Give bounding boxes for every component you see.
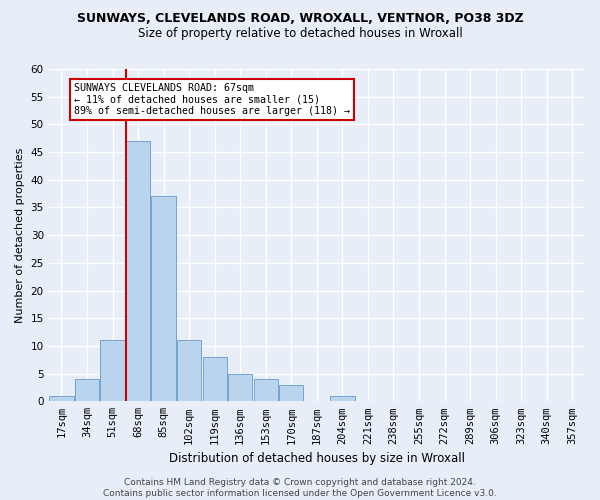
Bar (330, 396, 355, 402)
Text: Contains HM Land Registry data © Crown copyright and database right 2024.
Contai: Contains HM Land Registry data © Crown c… (103, 478, 497, 498)
Bar (279, 384, 304, 402)
Bar (49, 396, 74, 402)
Text: SUNWAYS, CLEVELANDS ROAD, WROXALL, VENTNOR, PO38 3DZ: SUNWAYS, CLEVELANDS ROAD, WROXALL, VENTN… (77, 12, 523, 26)
X-axis label: Distribution of detached houses by size in Wroxall: Distribution of detached houses by size … (169, 452, 465, 465)
Bar (75, 379, 99, 402)
Bar (151, 196, 176, 402)
Text: SUNWAYS CLEVELANDS ROAD: 67sqm
← 11% of detached houses are smaller (15)
89% of : SUNWAYS CLEVELANDS ROAD: 67sqm ← 11% of … (74, 83, 350, 116)
Bar (177, 340, 201, 402)
Bar (228, 374, 253, 402)
Bar (100, 340, 125, 402)
Bar (254, 379, 278, 402)
Bar (126, 141, 150, 402)
Text: Size of property relative to detached houses in Wroxall: Size of property relative to detached ho… (137, 28, 463, 40)
Y-axis label: Number of detached properties: Number of detached properties (15, 148, 25, 323)
Bar (203, 357, 227, 402)
